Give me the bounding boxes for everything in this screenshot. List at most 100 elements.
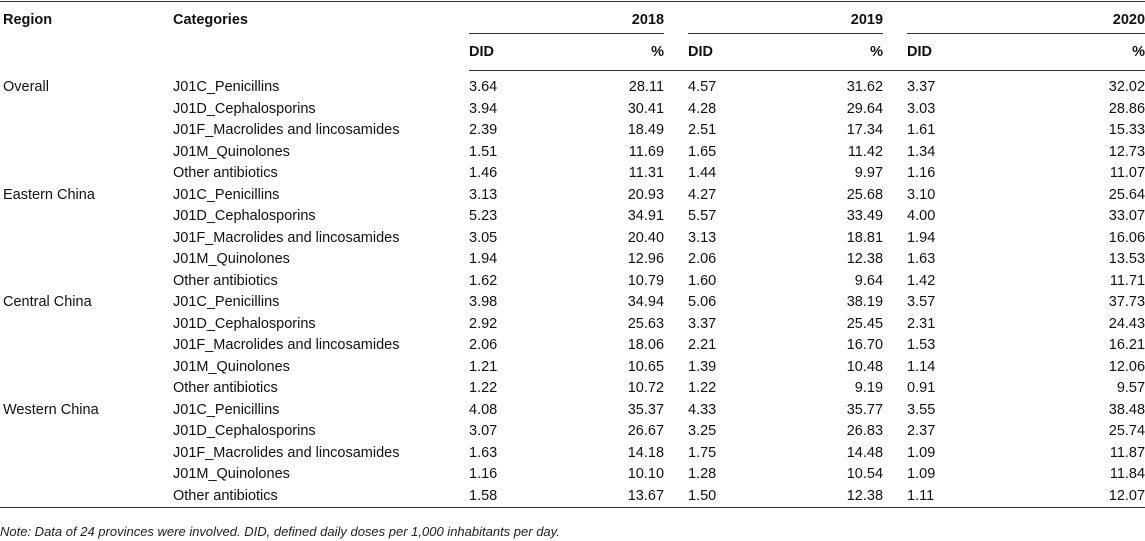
did-2020-cell: 3.55 [907,401,936,418]
pct-2020-cell: 33.07 [1108,208,1145,224]
pct-2019-cell: 9.64 [854,272,884,289]
table-row: J01M_Quinolones 1.16 10.10 1.28 10.54 1.09 11.… [0,464,1145,486]
did-2019-cell: 2.21 [688,337,717,353]
pct-2020-cell: 32.02 [1108,79,1145,95]
pct-2018-cell: 11.31 [628,165,665,181]
pct-2018-cell: 10.72 [627,380,665,396]
did-2018-cell: 4.08 [469,401,498,418]
did-2019-cell: 4.27 [688,186,717,203]
did-2019-cell: 5.06 [688,294,717,310]
table-row: J01F_Macrolides and lincosamides 1.63 14.1… [0,443,1145,465]
region-cell [0,120,173,142]
pct-2020-cell: 13.53 [1108,251,1145,267]
category-cell: J01C_Penicillins [173,401,280,418]
did-2018-cell: 3.07 [469,423,498,439]
did-2018-cell: 1.21 [469,358,498,375]
category-cell: Other antibiotics [173,380,278,396]
category-cell: J01D_Cephalosporins [173,423,316,439]
region-cell [0,206,173,228]
pct-2019-cell: 17.34 [846,122,884,138]
did-2018-cell: 2.06 [469,337,498,353]
pct-2018-cell: 20.93 [627,186,665,203]
did-2019-cell: 1.28 [688,466,717,482]
did-2020-cell: 1.53 [907,337,936,353]
region-cell [0,228,173,250]
year-header-2020: 2020 [907,1,1145,34]
pct-2019-cell: 10.54 [846,466,884,482]
region-cell: Eastern China [3,186,95,203]
pct-2019-cell: 29.64 [846,100,884,117]
did-2018-cell: 3.94 [469,100,498,117]
did-2019-cell: 1.65 [688,143,717,160]
did-2018-cell: 3.98 [469,294,498,310]
category-cell: Other antibiotics [173,272,278,289]
pct-2019-cell: 9.97 [854,165,884,181]
did-2020-cell: 3.57 [907,294,936,310]
pct-2020-cell: 24.43 [1108,315,1145,332]
region-cell [0,99,173,121]
category-cell: J01C_Penicillins [173,294,280,310]
category-cell: J01D_Cephalosporins [173,208,316,224]
pct-2019-cell: 12.38 [846,487,884,504]
pct-2020-cell: 12.73 [1108,143,1145,160]
category-cell: J01F_Macrolides and lincosamides [173,122,400,138]
table-row: Eastern China J01C_Penicillins 3.13 20.93 4.… [0,185,1145,207]
region-cell [0,271,173,293]
antibiotic-consumption-table: Region Categories 2018 2019 2020 DID % D… [0,1,1145,508]
did-2019-cell: 3.37 [688,315,717,332]
pct-2020-cell: 11.87 [1109,444,1145,461]
pct-2020-cell: 16.21 [1108,337,1145,353]
table-row: Other antibiotics 1.22 10.72 1.22 9.19 0.91 9.… [0,378,1145,400]
did-2020-cell: 4.00 [907,208,936,224]
region-cell [0,464,173,486]
did-2018-cell: 3.64 [469,79,498,95]
did-2018-cell: 3.05 [469,229,498,246]
region-cell [0,421,173,443]
region-cell: Overall [3,78,49,95]
pct-2018-cell: 10.79 [627,272,665,289]
pct-2019-cell: 12.38 [846,251,884,267]
did-2019-cell: 3.25 [688,423,717,439]
did-2019-cell: 4.28 [688,100,717,117]
did-2019-cell: 4.57 [688,79,717,95]
did-header-2018: DID [469,33,537,71]
did-2020-cell: 0.91 [907,380,936,396]
table-row: Other antibiotics 1.46 11.31 1.44 9.97 1.16 11… [0,163,1145,185]
region-cell [0,314,173,336]
table-row: J01D_Cephalosporins 3.94 30.41 4.28 29.64 3.0… [0,99,1145,121]
pct-2018-cell: 11.69 [628,143,665,160]
category-cell: J01C_Penicillins [173,186,280,203]
pct-2019-cell: 33.49 [846,208,884,224]
did-2020-cell: 3.37 [907,79,936,95]
pct-2020-cell: 25.74 [1108,423,1145,439]
category-cell: J01F_Macrolides and lincosamides [173,337,400,353]
category-cell: J01M_Quinolones [173,143,290,160]
did-2020-cell: 3.10 [907,186,936,203]
table-row: J01D_Cephalosporins 3.07 26.67 3.25 26.83 2.3… [0,421,1145,443]
region-cell [0,357,173,379]
pct-2019-cell: 10.48 [846,358,884,375]
pct-header-2018: % [537,33,665,71]
did-2019-cell: 1.60 [688,272,717,289]
pct-2019-cell: 11.42 [847,143,884,160]
did-2018-cell: 1.58 [469,487,498,504]
did-2019-cell: 1.22 [688,380,717,396]
did-2020-cell: 3.03 [907,100,936,117]
did-2018-cell: 2.92 [469,315,498,332]
region-cell: Western China [3,401,99,418]
pct-2018-cell: 18.06 [627,337,665,353]
pct-2018-cell: 34.94 [627,294,665,310]
category-cell: J01M_Quinolones [173,358,290,375]
pct-2019-cell: 14.48 [846,444,884,461]
category-cell: J01D_Cephalosporins [173,315,316,332]
category-cell: J01F_Macrolides and lincosamides [173,444,400,461]
pct-2019-cell: 18.81 [846,229,884,246]
pct-header-2020: % [975,33,1145,71]
year-header-2018: 2018 [469,1,665,34]
region-cell [0,142,173,164]
table-row: J01F_Macrolides and lincosamides 2.06 18.0… [0,335,1145,357]
year-header-2019: 2019 [688,1,884,34]
category-cell: J01M_Quinolones [173,251,290,267]
did-2019-cell: 1.44 [688,165,717,181]
region-cell [0,335,173,357]
